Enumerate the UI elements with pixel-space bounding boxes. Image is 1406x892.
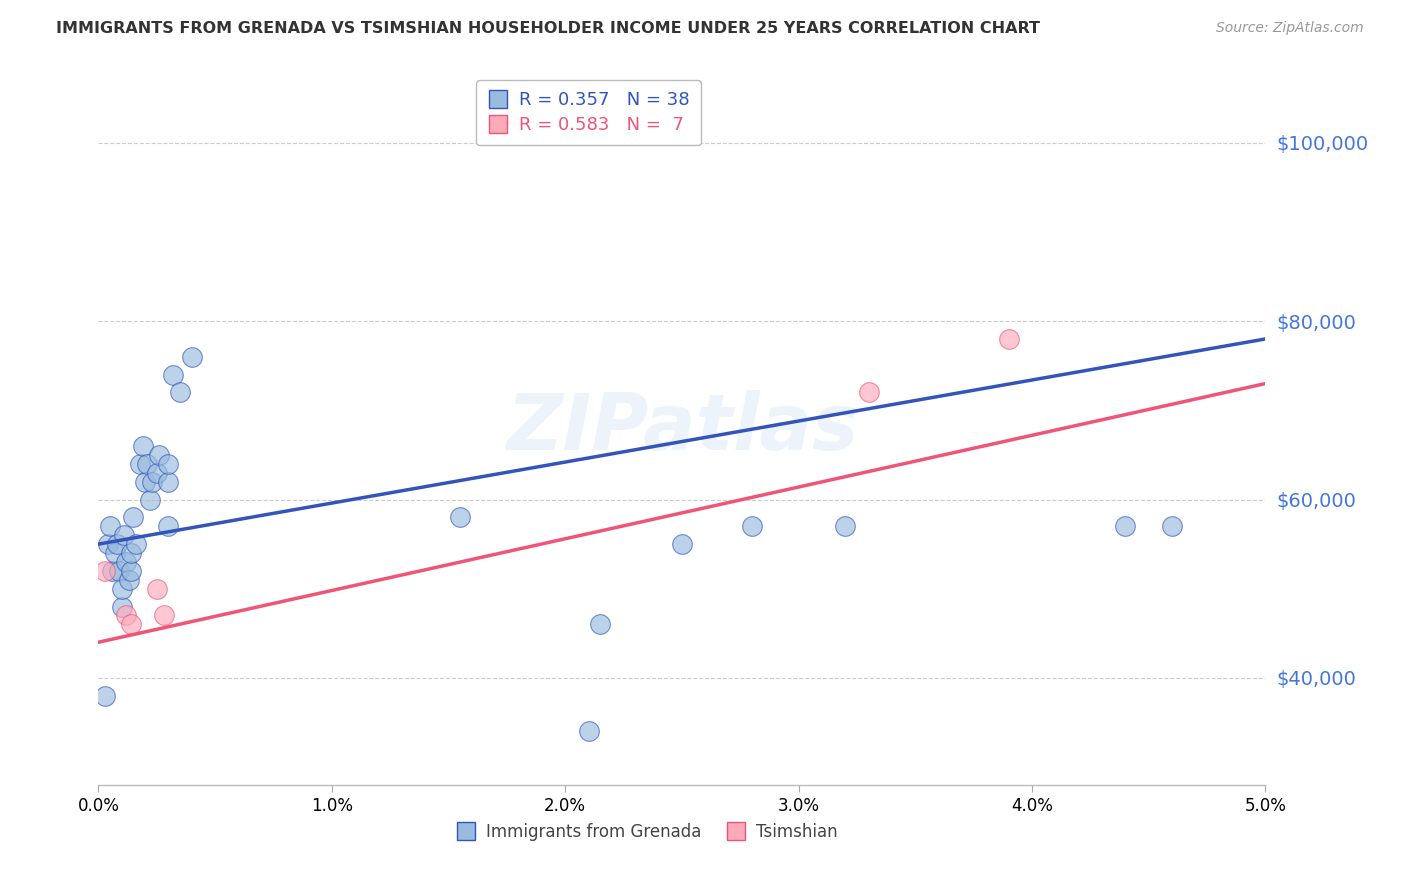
Point	[162, 368, 184, 382]
Point	[136, 457, 159, 471]
Text: Source: ZipAtlas.com: Source: ZipAtlas.com	[1216, 21, 1364, 36]
Point	[115, 608, 138, 623]
Point	[98, 519, 121, 533]
Point	[120, 564, 142, 578]
Point	[108, 564, 131, 578]
Point	[671, 537, 693, 551]
Point	[1161, 519, 1184, 533]
Text: ZIPatlas: ZIPatlas	[506, 390, 858, 467]
Point	[449, 510, 471, 524]
Point	[115, 555, 138, 569]
Point	[94, 689, 117, 703]
Point	[139, 492, 162, 507]
Point	[125, 537, 148, 551]
Point	[122, 510, 145, 524]
Point	[146, 466, 169, 480]
Point	[997, 332, 1019, 346]
Point	[132, 439, 155, 453]
Point	[129, 457, 152, 471]
Point	[120, 546, 142, 560]
Point	[157, 457, 180, 471]
Point	[105, 537, 128, 551]
Point	[146, 582, 169, 596]
Point	[104, 546, 127, 560]
Point	[169, 385, 191, 400]
Point	[157, 475, 180, 489]
Point	[111, 582, 134, 596]
Point	[111, 599, 134, 614]
Point	[858, 385, 880, 400]
Point	[141, 475, 163, 489]
Legend: Immigrants from Grenada, Tsimshian: Immigrants from Grenada, Tsimshian	[450, 817, 845, 848]
Point	[578, 724, 600, 739]
Point	[180, 350, 202, 364]
Point	[1114, 519, 1136, 533]
Point	[112, 528, 135, 542]
Point	[101, 564, 124, 578]
Text: IMMIGRANTS FROM GRENADA VS TSIMSHIAN HOUSEHOLDER INCOME UNDER 25 YEARS CORRELATI: IMMIGRANTS FROM GRENADA VS TSIMSHIAN HOU…	[56, 21, 1040, 37]
Point	[834, 519, 856, 533]
Point	[152, 608, 174, 623]
Point	[120, 617, 142, 632]
Point	[157, 519, 180, 533]
Point	[134, 475, 156, 489]
Point	[97, 537, 120, 551]
Point	[589, 617, 612, 632]
Point	[741, 519, 763, 533]
Point	[118, 573, 141, 587]
Point	[94, 564, 117, 578]
Point	[148, 448, 170, 462]
